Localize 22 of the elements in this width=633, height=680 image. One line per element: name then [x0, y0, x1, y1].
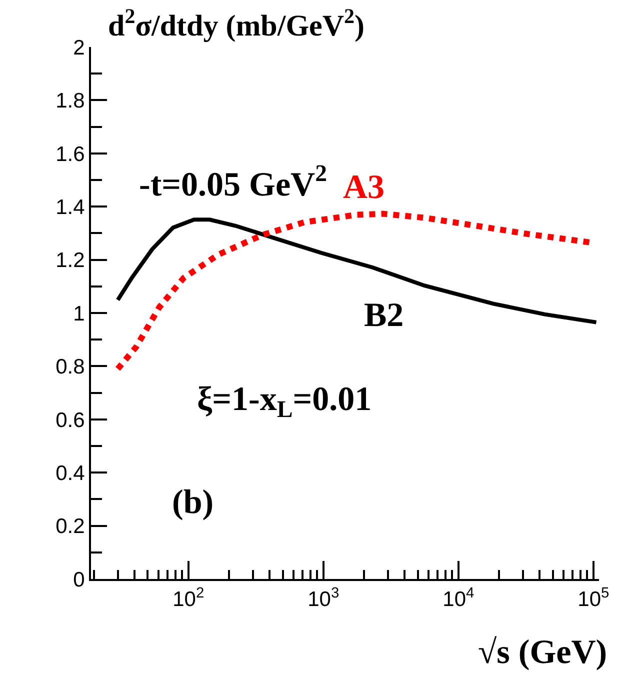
y-tick-label: 1 — [73, 302, 85, 326]
y-tick-label: 1.8 — [56, 90, 85, 113]
x-tick-label: 10$^{5}$ — [578, 585, 610, 612]
y-axis-title: d$^{2}$σ/dtdy (mb/GeV$^{2}$) — [108, 4, 365, 43]
y-tick-label: 0.2 — [56, 515, 85, 538]
y-tick-label: 0.4 — [56, 462, 86, 485]
y-tick-label: 0.8 — [56, 356, 85, 379]
x-tick-label: 10$^{3}$ — [308, 585, 340, 612]
y-tick-label: 2 — [73, 36, 85, 60]
series-label: A3 — [343, 169, 385, 206]
annotation: ξ=1-x$_{L}$=0.01 — [197, 381, 372, 424]
series-label: B2 — [364, 297, 404, 334]
x-tick-label: 10$^{4}$ — [442, 585, 474, 612]
x-tick-label: 10$^{2}$ — [172, 585, 204, 612]
y-tick-label: 1.4 — [56, 196, 86, 219]
x-axis-title: √s (GeV) — [478, 634, 608, 671]
y-tick-label: 1.6 — [56, 142, 85, 166]
y-tick-label: 0 — [73, 568, 85, 592]
y-tick-label: 1.2 — [56, 249, 85, 272]
annotation: (b) — [172, 484, 214, 521]
annotation: -t=0.05 GeV$^{2}$ — [139, 161, 328, 204]
y-tick-label: 0.6 — [56, 408, 85, 432]
